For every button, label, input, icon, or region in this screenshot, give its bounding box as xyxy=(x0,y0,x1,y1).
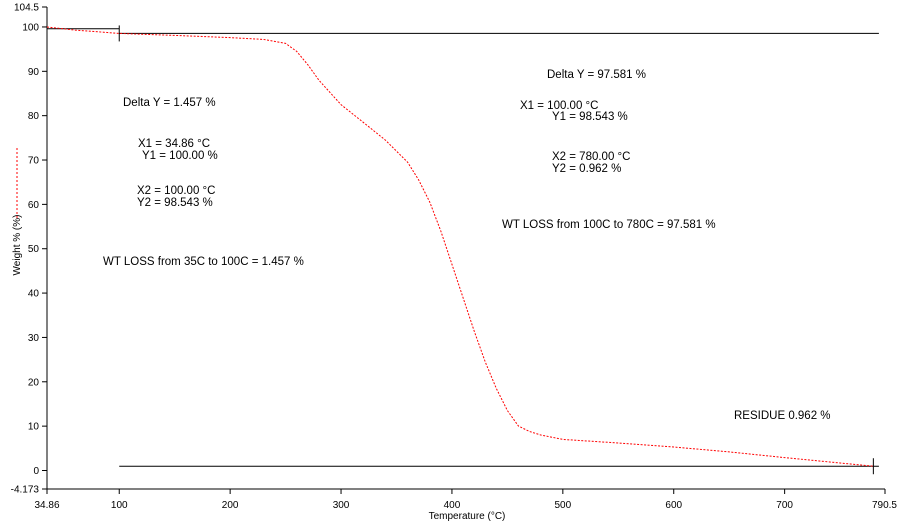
x-tick-label: 700 xyxy=(776,500,793,511)
right-delta-y: Delta Y = 97.581 % xyxy=(547,69,646,81)
y-tick-label: 50 xyxy=(28,244,40,255)
x-tick-label: 600 xyxy=(665,500,682,511)
y-tick-label: 104.5 xyxy=(14,3,39,14)
y-tick-label: 20 xyxy=(28,377,40,388)
weight-curve xyxy=(46,26,874,467)
left-wt-loss: WT LOSS from 35C to 100C = 1.457 % xyxy=(103,256,304,268)
weight-curve-group xyxy=(46,26,874,467)
right-x1: X1 = 100.00 °C xyxy=(520,100,598,112)
right-y1: Y1 = 98.543 % xyxy=(552,111,628,123)
y-tick-label: 70 xyxy=(28,156,40,167)
left-x2: X2 = 100.00 °C xyxy=(137,185,215,197)
residue-label: RESIDUE 0.962 % xyxy=(734,410,831,422)
y-tick-label: 80 xyxy=(28,111,40,122)
right-y2: Y2 = 0.962 % xyxy=(552,163,621,175)
reference-lines xyxy=(47,25,879,475)
x-tick-label: 790.5 xyxy=(872,500,897,511)
left-delta-y: Delta Y = 1.457 % xyxy=(123,97,216,109)
y-tick-label: 0 xyxy=(33,466,39,477)
left-y2: Y2 = 98.543 % xyxy=(137,197,213,209)
ticks: 34.86 100 200 300 400 500 600 700 790.5104.51009… xyxy=(11,3,897,512)
x-tick-label: 200 xyxy=(222,500,239,511)
right-x2: X2 = 780.00 °C xyxy=(552,151,630,163)
y-tick-label: 30 xyxy=(28,333,40,344)
x-tick-label: 500 xyxy=(554,500,571,511)
x-tick-label: 300 xyxy=(333,500,350,511)
x-tick-label: 100 xyxy=(111,500,128,511)
left-x1: X1 = 34.86 °C xyxy=(138,138,210,150)
x-axis-title: Temperature (°C) xyxy=(429,511,506,521)
y-axis-title: Weight % (%) xyxy=(12,215,23,276)
y-tick-label: 40 xyxy=(28,289,40,300)
y-tick-label: -4.173 xyxy=(11,485,40,496)
y-tick-label: 60 xyxy=(28,200,40,211)
x-tick-label: 34.86 xyxy=(34,500,59,511)
y-tick-label: 100 xyxy=(22,22,39,33)
x-tick-label: 400 xyxy=(444,500,461,511)
y-tick-label: 10 xyxy=(28,422,40,433)
y-tick-label: 90 xyxy=(28,67,40,78)
right-wt-loss: WT LOSS from 100C to 780C = 97.581 % xyxy=(502,219,716,231)
left-y1: Y1 = 100.00 % xyxy=(142,150,218,162)
axes xyxy=(46,7,885,490)
